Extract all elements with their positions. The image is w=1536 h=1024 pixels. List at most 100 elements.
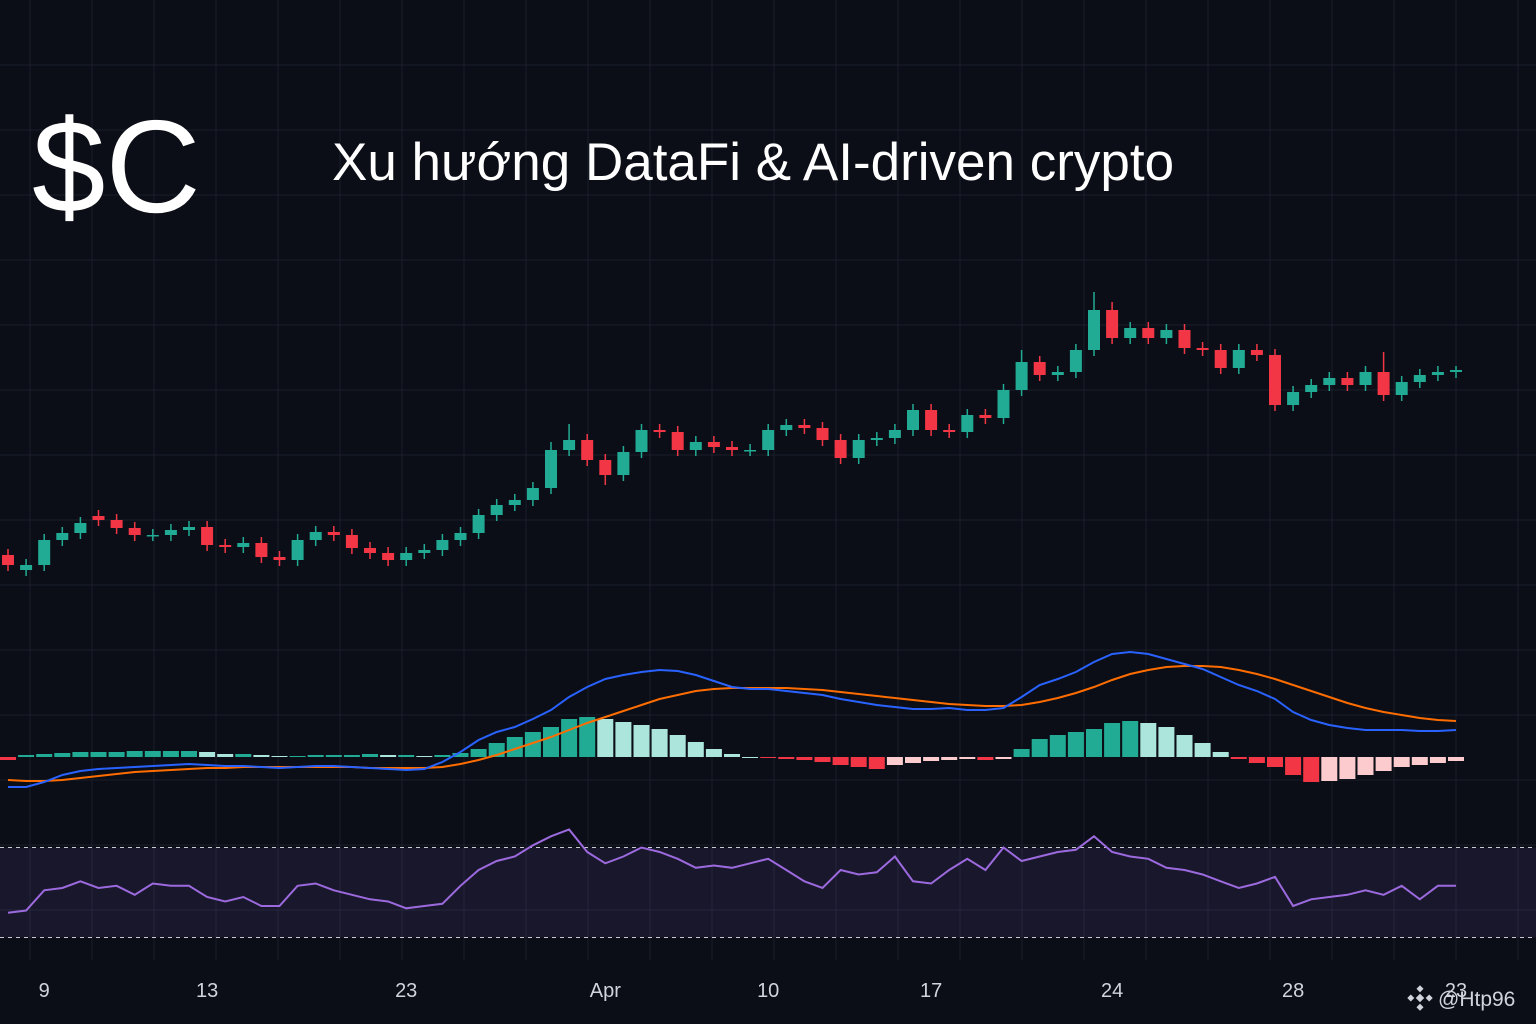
macd-histogram-bar — [687, 742, 704, 757]
x-tick-label: 9 — [39, 980, 50, 1002]
candle-body — [617, 452, 630, 475]
candle-body — [38, 540, 51, 565]
candle-body — [545, 450, 557, 488]
background-grid — [0, 0, 1536, 960]
macd-histogram-bar — [832, 757, 849, 765]
macd-histogram-bar — [362, 754, 378, 757]
candle-body — [454, 533, 467, 540]
candle-body — [689, 442, 702, 450]
macd-histogram-bar — [977, 757, 994, 760]
candle-body — [798, 425, 811, 428]
candle-body — [852, 440, 865, 458]
candle-body — [888, 430, 901, 438]
candle-body — [1033, 362, 1046, 375]
macd-histogram-bar — [416, 756, 433, 757]
macd-histogram-bar — [724, 754, 740, 757]
macd-histogram-bar — [108, 752, 125, 757]
candle-body — [744, 450, 757, 452]
candle-body — [526, 488, 539, 500]
candle-body — [436, 540, 449, 550]
x-tick-label: 13 — [196, 980, 218, 1002]
candle-body — [201, 527, 214, 545]
candle-body — [599, 460, 612, 475]
macd-histogram-bar — [959, 757, 976, 759]
macd-histogram-bar — [760, 757, 777, 758]
candle-body — [979, 415, 992, 418]
macd-histogram-bar — [181, 751, 197, 757]
candle-body — [1232, 350, 1245, 368]
macd-histogram-bar — [235, 754, 252, 757]
macd-histogram-bar — [923, 757, 940, 761]
candle-body — [110, 520, 123, 528]
macd-histogram-bar — [162, 751, 179, 757]
macd-histogram-bar — [941, 757, 958, 760]
candle-body — [780, 425, 793, 430]
macd-histogram-bar — [868, 757, 885, 769]
candle-body — [364, 548, 376, 553]
macd-histogram-bar — [452, 753, 469, 757]
candle-body — [255, 543, 268, 557]
macd-histogram-bar — [380, 755, 397, 757]
candle-body — [563, 440, 576, 450]
macd-histogram-bar — [1375, 757, 1392, 771]
macd-histogram-bar — [90, 752, 107, 757]
candle-body — [1287, 392, 1300, 405]
candle-body — [834, 440, 847, 458]
candle-body — [508, 500, 521, 505]
macd-histogram-bar — [796, 757, 813, 760]
watermark-text: @Htp96 — [1438, 988, 1515, 1011]
candle-body — [56, 533, 69, 540]
macd-histogram-bar — [1393, 757, 1410, 767]
x-tick-label: 24 — [1101, 980, 1123, 1002]
candle-body — [20, 565, 33, 570]
candle-body — [671, 432, 684, 450]
macd-histogram-bar — [886, 757, 903, 765]
macd-histogram-bar — [1140, 723, 1157, 757]
candle-body — [653, 430, 666, 432]
candle-body — [707, 442, 720, 447]
candle-body — [273, 557, 286, 560]
candle-body — [2, 555, 14, 565]
macd-histogram-bar — [398, 755, 415, 757]
macd-histogram-bar — [597, 719, 614, 757]
candle-body — [1305, 385, 1318, 392]
macd-histogram-bar — [217, 754, 234, 757]
x-tick-label: 17 — [920, 980, 942, 1002]
macd-histogram-bar — [579, 717, 596, 757]
macd-line — [8, 650, 1457, 788]
candle-body — [1431, 372, 1444, 375]
macd-histogram-bar — [633, 725, 650, 757]
macd-histogram-bar — [850, 757, 867, 767]
candle-body — [128, 528, 141, 535]
candle-body — [1250, 350, 1263, 355]
macd-histogram-bar — [524, 732, 541, 757]
candle-body — [1160, 330, 1173, 338]
macd-histogram-bar — [1067, 732, 1084, 757]
candle-body — [1051, 372, 1064, 375]
macd-histogram-bar — [705, 749, 722, 757]
macd-histogram-bar — [1248, 757, 1265, 763]
macd-histogram-bar — [1194, 743, 1211, 757]
macd-histogram-bar — [54, 753, 71, 757]
macd-histogram-bar — [271, 756, 288, 757]
candle-body — [164, 530, 177, 535]
macd-histogram-bar — [905, 757, 921, 763]
candle-body — [74, 523, 87, 533]
macd-histogram-bar — [0, 757, 16, 760]
macd-histogram-bar — [1321, 757, 1338, 781]
candle-body — [472, 515, 485, 533]
candle-body — [1178, 330, 1191, 348]
macd-histogram-bar — [669, 735, 686, 757]
candle-body — [1214, 350, 1227, 368]
candle-body — [382, 553, 395, 560]
candle-body — [1395, 382, 1408, 395]
candle-body — [925, 410, 938, 430]
macd-histogram-bar — [343, 755, 360, 757]
macd-histogram-bar — [1411, 757, 1428, 765]
macd-histogram-bar — [506, 737, 523, 757]
rsi-band — [0, 847, 1536, 938]
candle-body — [1196, 348, 1209, 350]
macd-pane — [0, 650, 1464, 788]
candle-body — [762, 430, 775, 450]
